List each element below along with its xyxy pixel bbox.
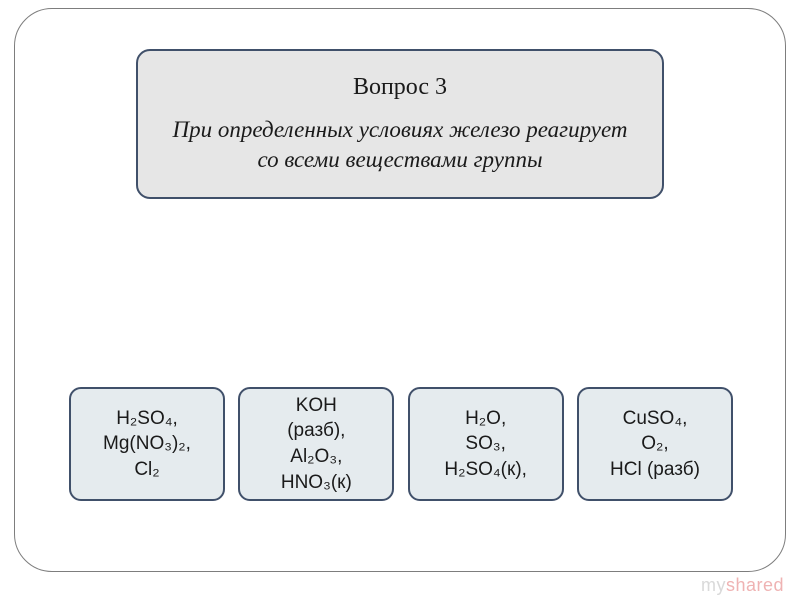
option-1[interactable]: H₂SO₄, Mg(NO₃)₂, Cl₂ (69, 387, 225, 501)
slide-frame: Вопрос 3 При определенных условиях желез… (14, 8, 786, 572)
option-3[interactable]: H₂O, SO₃, H₂SO₄(к), (408, 387, 564, 501)
question-box: Вопрос 3 При определенных условиях желез… (136, 49, 664, 199)
option-4-text: CuSO₄, O₂, HCl (разб) (610, 406, 700, 483)
watermark-part2: shared (726, 575, 784, 595)
watermark: myshared (701, 575, 784, 596)
option-1-text: H₂SO₄, Mg(NO₃)₂, Cl₂ (103, 406, 191, 483)
option-2[interactable]: KOH (разб), Al₂O₃, HNO₃(к) (238, 387, 394, 501)
option-2-text: KOH (разб), Al₂O₃, HNO₃(к) (281, 393, 352, 496)
option-4[interactable]: CuSO₄, O₂, HCl (разб) (577, 387, 733, 501)
question-title: Вопрос 3 (353, 74, 447, 101)
watermark-part1: my (701, 575, 726, 595)
options-row: H₂SO₄, Mg(NO₃)₂, Cl₂ KOH (разб), Al₂O₃, … (69, 387, 733, 501)
question-body: При определенных условиях железо реагиру… (160, 115, 640, 175)
option-3-text: H₂O, SO₃, H₂SO₄(к), (444, 406, 527, 483)
